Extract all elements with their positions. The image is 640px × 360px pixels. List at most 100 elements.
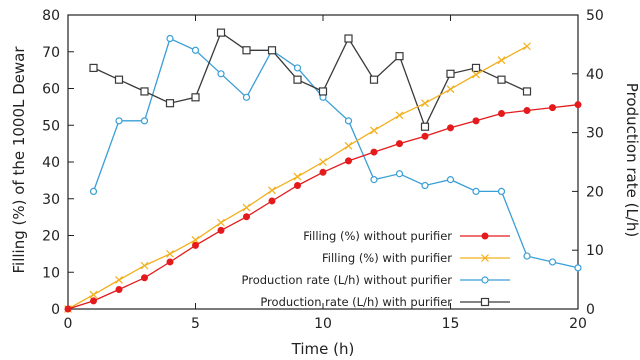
legend-swatch-marker bbox=[481, 276, 489, 284]
data-point bbox=[523, 42, 531, 51]
data-point bbox=[166, 249, 174, 258]
data-point bbox=[293, 75, 302, 84]
data-point bbox=[421, 132, 429, 140]
data-point bbox=[294, 182, 301, 190]
legend: Filling (%) without purifier Filling (%) … bbox=[242, 229, 510, 309]
data-point bbox=[574, 101, 582, 109]
data-point bbox=[293, 172, 302, 181]
data-point bbox=[471, 63, 481, 73]
data-point bbox=[217, 226, 225, 234]
data-point bbox=[115, 276, 123, 284]
y-right-tick-label: 50 bbox=[586, 8, 604, 24]
data-point bbox=[369, 75, 379, 84]
y-left-tick-label: 50 bbox=[42, 118, 60, 134]
data-point bbox=[115, 117, 123, 125]
data-point bbox=[267, 46, 277, 55]
data-point bbox=[396, 140, 403, 148]
data-point bbox=[268, 197, 276, 205]
y-left-tick-label: 80 bbox=[42, 8, 60, 24]
y-right-tick-label: 0 bbox=[586, 302, 595, 318]
x-tick-label: 10 bbox=[314, 316, 332, 332]
data-point bbox=[90, 297, 97, 305]
data-point bbox=[217, 218, 225, 227]
data-point bbox=[140, 87, 149, 96]
y-right-tick-label: 40 bbox=[586, 67, 604, 83]
legend-swatch-marker bbox=[481, 254, 489, 262]
series-line bbox=[93, 31, 528, 129]
data-point bbox=[192, 241, 199, 249]
data-point bbox=[574, 264, 582, 272]
y-right-tick-label: 20 bbox=[586, 184, 604, 200]
data-point bbox=[472, 70, 480, 79]
legend-entry: Filling (%) with purifier bbox=[322, 251, 510, 265]
y-axis-left-label: Filling (%) of the 1000L Dewar bbox=[10, 46, 28, 274]
y-left-tick-label: 60 bbox=[42, 82, 60, 98]
data-point bbox=[140, 261, 149, 270]
data-point bbox=[522, 87, 532, 96]
data-point bbox=[344, 141, 353, 150]
x-tick-label: 20 bbox=[569, 316, 587, 332]
data-point bbox=[370, 176, 378, 184]
data-point bbox=[395, 111, 404, 120]
series-layer bbox=[64, 28, 582, 313]
data-point bbox=[446, 85, 455, 94]
data-point bbox=[318, 87, 328, 96]
data-point bbox=[498, 109, 505, 117]
data-point bbox=[89, 290, 98, 299]
data-point bbox=[64, 305, 72, 313]
data-point bbox=[242, 93, 251, 101]
y-left-tick-label: 70 bbox=[42, 45, 60, 61]
data-point bbox=[89, 63, 98, 73]
data-point bbox=[115, 286, 123, 294]
data-point bbox=[140, 117, 149, 125]
y-left-tick-label: 30 bbox=[42, 192, 60, 208]
data-point bbox=[243, 213, 250, 221]
series-line bbox=[92, 37, 579, 269]
x-axis-label: Time (h) bbox=[291, 340, 355, 358]
data-point bbox=[395, 170, 404, 178]
data-point bbox=[370, 148, 378, 156]
data-point bbox=[447, 124, 454, 132]
data-point bbox=[421, 181, 429, 190]
data-point bbox=[319, 158, 327, 166]
data-point bbox=[446, 176, 455, 184]
data-point bbox=[166, 34, 174, 43]
data-point bbox=[420, 122, 430, 131]
data-point bbox=[165, 99, 175, 108]
data-point bbox=[345, 157, 352, 165]
data-point bbox=[293, 64, 302, 72]
data-point bbox=[548, 258, 557, 266]
series-line bbox=[67, 45, 528, 310]
data-point bbox=[549, 104, 556, 112]
data-point bbox=[114, 75, 124, 84]
legend-swatch-marker bbox=[480, 297, 490, 307]
data-point bbox=[166, 258, 174, 266]
data-point bbox=[395, 52, 404, 61]
y-right-tick-label: 10 bbox=[586, 243, 604, 259]
data-point bbox=[370, 126, 378, 135]
legend-entry: Production rate (L/h) without purifier bbox=[242, 273, 510, 287]
legend-swatch-marker bbox=[481, 232, 489, 240]
y-axis-right-label: Production rate (L/h) bbox=[623, 83, 640, 237]
data-point bbox=[242, 46, 251, 55]
data-point bbox=[216, 28, 226, 37]
y-left-tick-label: 40 bbox=[42, 155, 60, 171]
data-point bbox=[191, 235, 200, 244]
series-1 bbox=[64, 42, 531, 313]
data-point bbox=[268, 186, 276, 195]
data-point bbox=[497, 187, 506, 195]
data-point bbox=[217, 70, 225, 78]
x-tick-label: 15 bbox=[442, 316, 460, 332]
y-left-tick-label: 20 bbox=[42, 229, 60, 245]
data-point bbox=[497, 75, 506, 84]
legend-entry: Filling (%) without purifier bbox=[303, 229, 510, 243]
y-left-tick-label: 10 bbox=[42, 265, 60, 281]
data-point bbox=[421, 99, 429, 108]
y-right-tick-label: 30 bbox=[586, 126, 604, 142]
legend-label: Filling (%) without purifier bbox=[303, 229, 452, 243]
data-point bbox=[344, 34, 353, 43]
data-point bbox=[191, 93, 200, 102]
data-point bbox=[523, 107, 531, 115]
data-point bbox=[344, 117, 353, 125]
